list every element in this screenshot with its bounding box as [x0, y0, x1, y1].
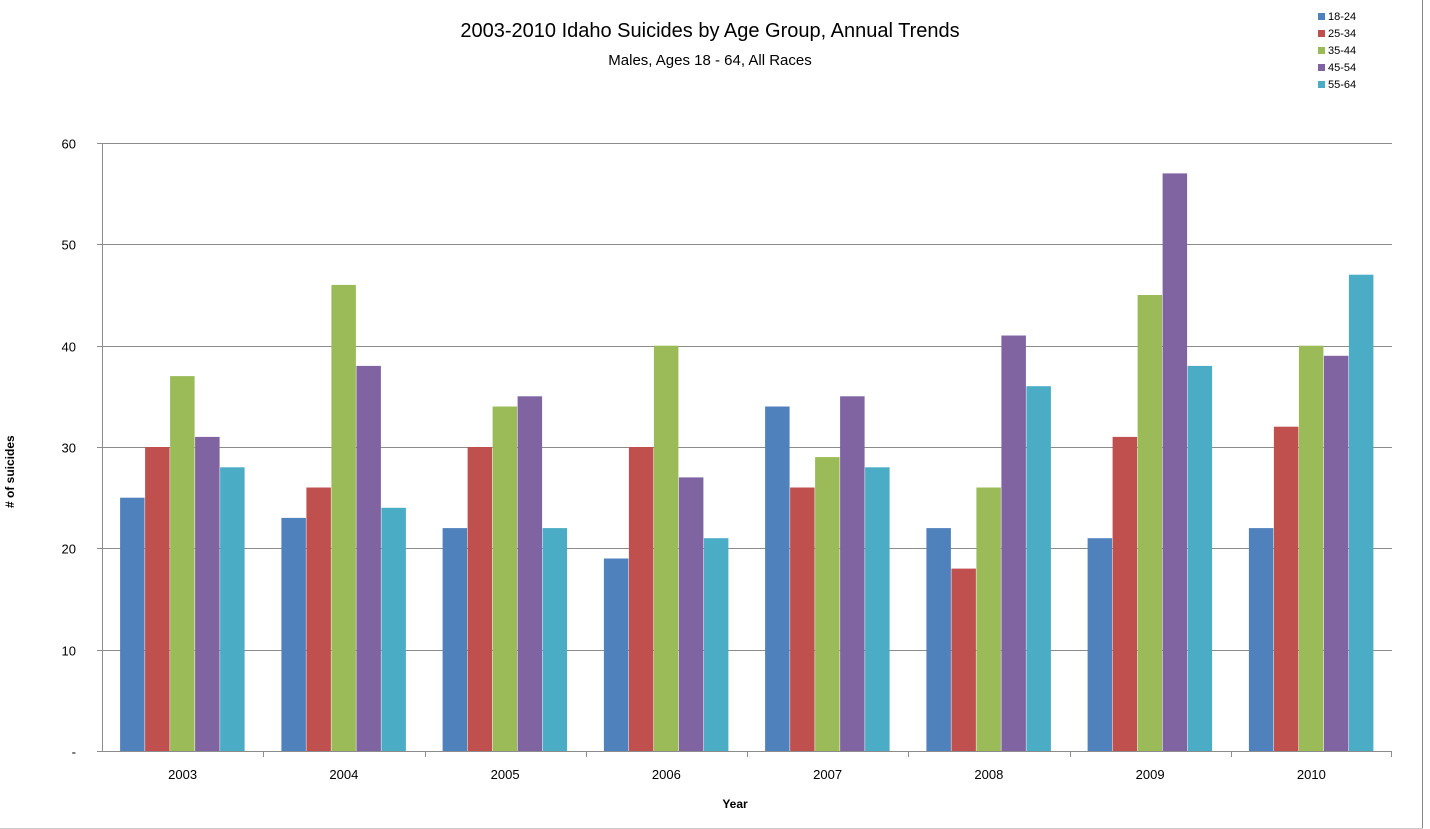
legend-label: 18-24 [1328, 10, 1357, 23]
chart-subtitle: Males, Ages 18 - 64, All Races [608, 52, 812, 69]
bar-35-44-2009 [1137, 295, 1163, 751]
bar-45-54-2003 [195, 436, 220, 751]
bar-25-34-2009 [1112, 436, 1138, 751]
legend-label: 35-44 [1328, 44, 1357, 57]
bar-18-24-2006 [603, 558, 629, 751]
bar-25-34-2007 [790, 487, 815, 751]
bar-45-54-2004 [356, 365, 381, 751]
bar-18-24-2007 [765, 406, 790, 751]
legend-item: 35-44 [1318, 42, 1356, 59]
bar-45-54-2006 [678, 477, 704, 751]
bar-18-24-2004 [281, 517, 306, 751]
bar-18-24-2010 [1248, 528, 1274, 751]
bar-35-44-2004 [331, 284, 356, 751]
bar-25-34-2005 [467, 447, 493, 751]
x-tick-label: 2006 [652, 767, 681, 782]
y-tick-label: 20 [62, 542, 76, 557]
x-tick-label: 2003 [168, 767, 197, 782]
bar-55-64-2009 [1187, 365, 1213, 751]
y-tick-label: - [72, 745, 76, 760]
bar-55-64-2006 [703, 538, 729, 751]
bar-25-34-2004 [306, 487, 331, 751]
bar-55-64-2007 [865, 467, 890, 751]
x-tick-label: 2005 [491, 767, 520, 782]
x-tick-label: 2008 [974, 767, 1003, 782]
legend-item: 45-54 [1318, 59, 1356, 76]
bar-45-54-2010 [1323, 355, 1349, 751]
legend-swatch [1318, 64, 1325, 71]
bar-35-44-2010 [1298, 345, 1324, 751]
bar-45-54-2009 [1162, 173, 1188, 751]
legend-label: 45-54 [1328, 61, 1357, 74]
y-tick-label: 50 [62, 238, 76, 253]
bar-35-44-2005 [492, 406, 518, 751]
bar-18-24-2005 [442, 528, 468, 751]
legend-swatch [1318, 47, 1325, 54]
y-tick-label: 10 [62, 644, 76, 659]
bar-55-64-2008 [1026, 386, 1051, 751]
bar-55-64-2003 [220, 467, 245, 751]
legend-swatch [1318, 13, 1325, 20]
bar-45-54-2008 [1001, 335, 1026, 751]
bar-45-54-2005 [517, 396, 543, 751]
x-tick-label: 2010 [1297, 767, 1326, 782]
bar-25-34-2008 [951, 568, 976, 751]
legend-label: 25-34 [1328, 27, 1357, 40]
x-tick-label: 2007 [813, 767, 842, 782]
bar-35-44-2003 [170, 376, 195, 751]
y-axis-label: # of suicides [3, 435, 17, 508]
bar-18-24-2009 [1087, 538, 1113, 751]
bar-55-64-2010 [1348, 274, 1374, 751]
chart-legend: 18-24 25-34 35-44 45-54 55-64 [1318, 8, 1356, 93]
x-tick-label: 2009 [1136, 767, 1165, 782]
legend-swatch [1318, 30, 1325, 37]
legend-item: 25-34 [1318, 25, 1356, 42]
bar-18-24-2003 [120, 497, 145, 751]
bar-18-24-2008 [926, 528, 951, 751]
y-tick-label: 30 [62, 441, 76, 456]
bar-25-34-2010 [1273, 426, 1299, 751]
frame-border-right [1422, 0, 1423, 829]
y-tick-label: 60 [62, 137, 76, 152]
bar-35-44-2008 [976, 487, 1001, 751]
legend-swatch [1318, 81, 1325, 88]
bar-35-44-2006 [653, 345, 679, 751]
chart-title: 2003-2010 Idaho Suicides by Age Group, A… [460, 20, 960, 42]
bar-25-34-2003 [145, 447, 170, 751]
x-tick-label: 2004 [329, 767, 358, 782]
bar-55-64-2005 [542, 528, 568, 751]
y-tick-label: 40 [62, 340, 76, 355]
bar-35-44-2007 [815, 457, 840, 751]
bar-55-64-2004 [381, 507, 406, 751]
legend-item: 18-24 [1318, 8, 1356, 25]
legend-label: 55-64 [1328, 78, 1357, 91]
x-axis-label: Year [722, 797, 748, 811]
bar-25-34-2006 [628, 447, 654, 751]
bar-45-54-2007 [840, 396, 865, 751]
legend-item: 55-64 [1318, 76, 1356, 93]
